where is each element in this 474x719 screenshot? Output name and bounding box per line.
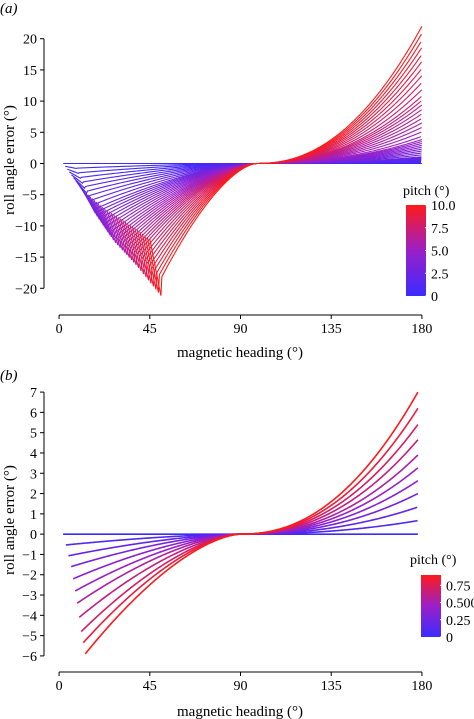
panel-a: (a) 0 45 90 135 180 −20 −15 −10 −5 0 5 10 15 20 magne…: [0, 1, 456, 361]
y-tick-label: −2: [22, 569, 37, 584]
y-tick-label: 2: [30, 488, 37, 503]
series-line-pitch-0.36: [72, 480, 419, 580]
y-tick-label: 10: [23, 95, 37, 110]
panel-a-axes: 0 45 90 135 180 −20 −15 −10 −5 0 5 10 15 20: [15, 33, 432, 337]
y-tick-label: −3: [22, 589, 37, 604]
colorbar-b: [421, 575, 441, 637]
panel-a-series: [63, 25, 423, 296]
legend-a: pitch (°) 10.0 7.5 5.0 2.5 0: [403, 184, 456, 305]
colorbar-tick-label: 2.5: [431, 267, 449, 282]
series-line-pitch-0.18: [68, 506, 418, 557]
colorbar-ticks-a: 10.0 7.5 5.0 2.5 0: [425, 199, 456, 305]
y-tick-label: 20: [23, 33, 37, 48]
series-line-pitch-7.69: [126, 89, 423, 269]
x-tick-label: 180: [411, 322, 432, 337]
series-line-pitch-2.31: [81, 157, 422, 210]
series-line-pitch-2.56: [83, 156, 422, 214]
colorbar-ticks-b: 0.75 0.500 0.25 0: [440, 579, 474, 646]
y-tick-label: 5: [30, 427, 37, 442]
x-tick-label: 45: [143, 322, 157, 337]
colorbar-a: [406, 205, 426, 296]
series-line-pitch-10.00: [149, 25, 423, 296]
series-line-pitch-7.18: [122, 100, 422, 263]
y-tick-label: 5: [30, 126, 37, 141]
y-tick-label: −4: [22, 609, 37, 624]
y-tick-label: 1: [30, 508, 37, 523]
y-tick-label: −10: [15, 220, 37, 235]
colorbar-tick-label: 0: [431, 290, 438, 305]
y-tick-label: −1: [22, 548, 37, 563]
x-tick-label: 0: [56, 322, 63, 337]
y-tick-label: −5: [22, 630, 37, 645]
y-tick-label: 15: [23, 64, 37, 79]
x-tick-label: 90: [234, 322, 248, 337]
colorbar-tick-label: 0.25: [446, 614, 471, 629]
y-tick-label: 3: [30, 467, 37, 482]
series-line-pitch-0.90: [84, 391, 419, 655]
series-line-pitch-0.09: [65, 519, 418, 546]
y-tick-label: −5: [22, 189, 37, 204]
y-tick-label: 0: [30, 158, 37, 173]
colorbar-tick-label: 0.500: [446, 597, 474, 612]
x-axis-label-a: magnetic heading (°): [177, 345, 303, 361]
y-tick-label: 6: [30, 406, 37, 421]
legend-title-b: pitch (°): [410, 553, 457, 568]
x-tick-label: 90: [234, 679, 248, 694]
series-line-pitch-5.64: [108, 127, 422, 248]
y-tick-label: −15: [15, 251, 37, 266]
y-tick-label: 4: [30, 447, 37, 462]
panel-b-series: [63, 391, 419, 655]
series-line-pitch-0.27: [70, 492, 419, 568]
x-tick-label: 135: [321, 679, 342, 694]
legend-title-a: pitch (°): [403, 184, 450, 199]
x-tick-label: 45: [143, 679, 157, 694]
colorbar-tick-label: 0: [446, 631, 453, 646]
colorbar-tick-label: 7.5: [431, 222, 449, 237]
panel-label-a: (a): [0, 1, 18, 17]
series-line-pitch-0.81: [82, 407, 419, 644]
y-tick-label: −20: [15, 282, 37, 297]
x-tick-label: 180: [411, 679, 432, 694]
x-tick-label: 135: [321, 322, 342, 337]
y-tick-label: −6: [22, 650, 37, 665]
x-tick-label: 0: [56, 679, 63, 694]
y-tick-label: 7: [30, 386, 37, 401]
colorbar-tick-label: 5.0: [431, 245, 449, 260]
colorbar-tick-label: 0.75: [446, 579, 471, 594]
panel-label-b: (b): [0, 368, 18, 384]
series-line-pitch-5.38: [106, 131, 422, 246]
y-axis-label-b: roll angle error (°): [2, 465, 18, 575]
x-axis-label-b: magnetic heading (°): [177, 704, 303, 719]
y-tick-label: 0: [30, 528, 37, 543]
colorbar-tick-label: 10.0: [431, 199, 456, 214]
legend-b: pitch (°) 0.75 0.500 0.25 0: [410, 553, 474, 646]
y-axis-label-a: roll angle error (°): [2, 105, 18, 215]
